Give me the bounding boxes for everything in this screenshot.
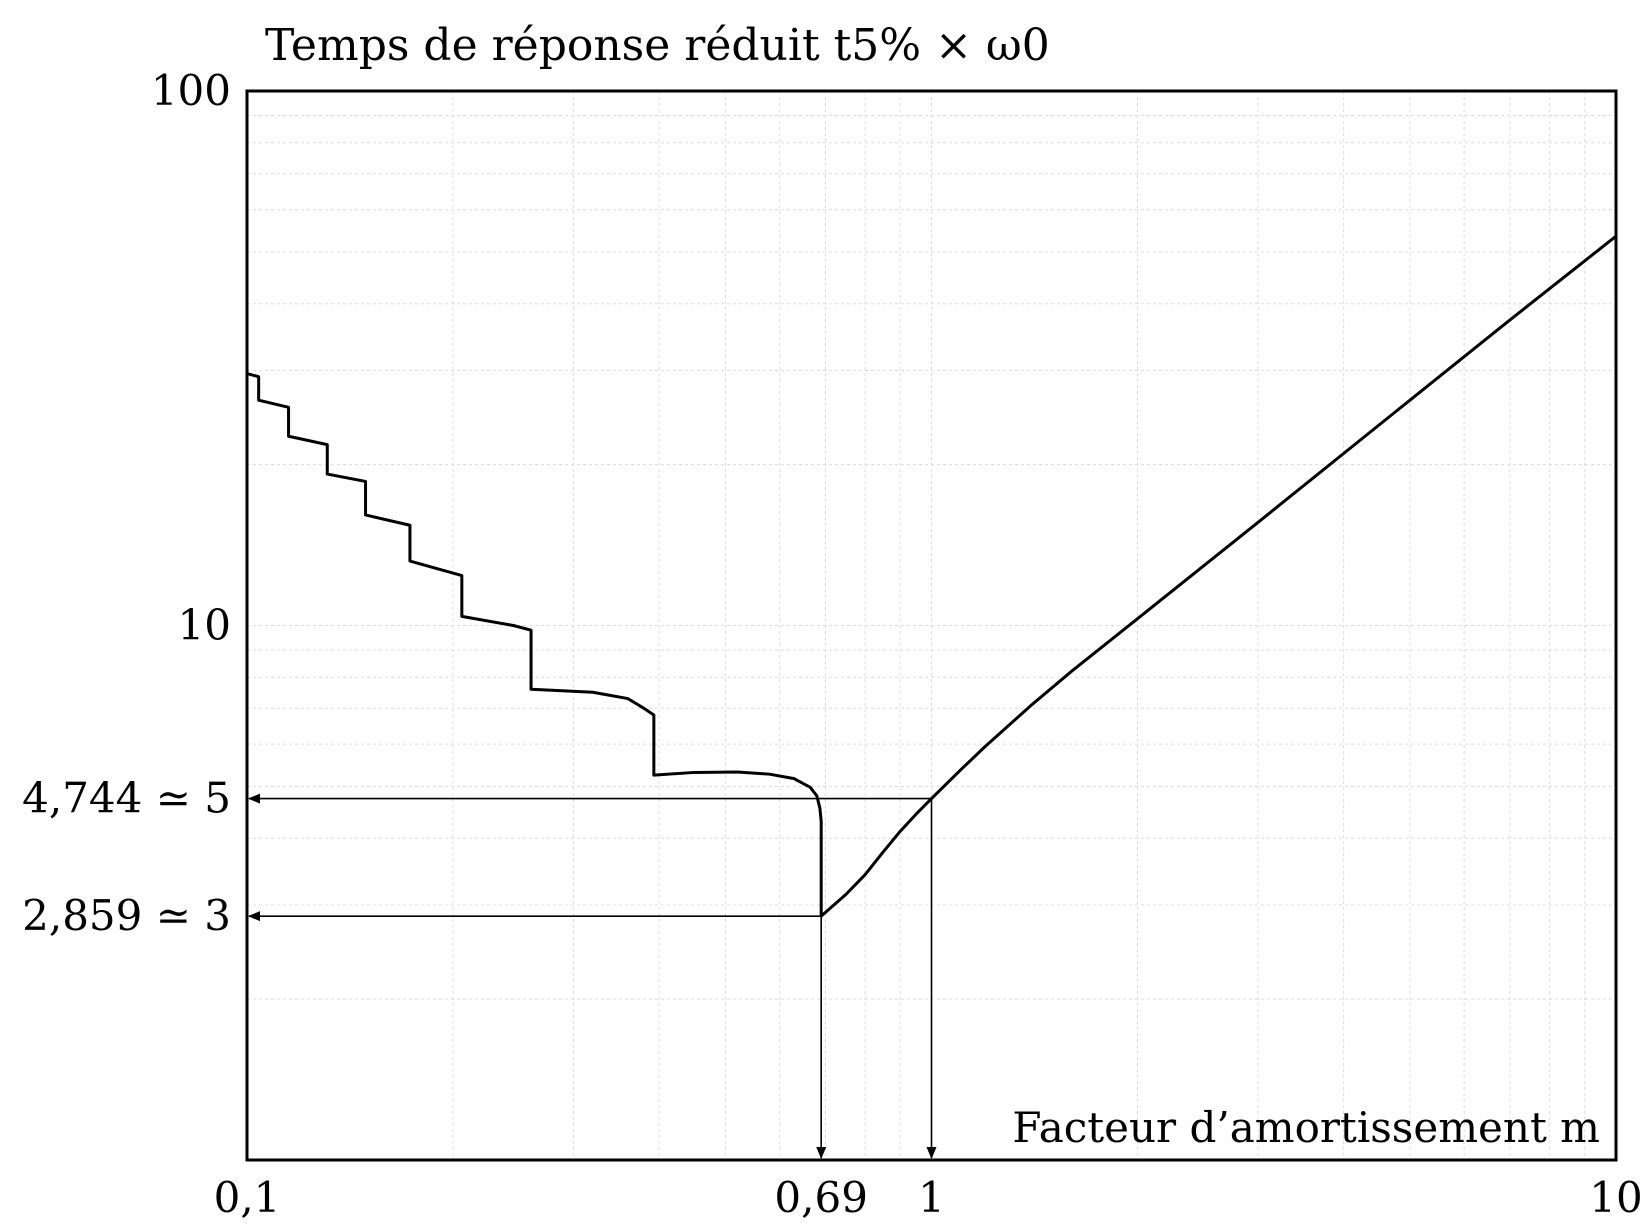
y-tick-label: 100 <box>151 66 231 115</box>
y-axis-label: Temps de réponse réduit t5% × ω0 <box>265 20 1050 71</box>
x-tick-label: 0,1 <box>214 1173 281 1222</box>
series <box>246 235 1617 918</box>
x-tick-label: 1 <box>918 1173 945 1222</box>
x-tick-label: 10 <box>1589 1173 1641 1222</box>
series-line <box>246 235 1617 918</box>
tick-labels: 0,1 0,69 1 10 100 10 4,744 ≃ 5 2,859 ≃ 3 <box>22 66 1641 1222</box>
x-axis-label: Facteur d’amortissement m <box>1012 1103 1600 1152</box>
y-tick-label: 4,744 ≃ 5 <box>22 774 231 823</box>
annotations <box>248 793 937 1159</box>
x-tick-label: 0,69 <box>774 1173 868 1222</box>
y-tick-label: 10 <box>178 601 231 650</box>
plot-frame <box>245 89 1618 1162</box>
y-tick-label: 2,859 ≃ 3 <box>22 891 231 940</box>
